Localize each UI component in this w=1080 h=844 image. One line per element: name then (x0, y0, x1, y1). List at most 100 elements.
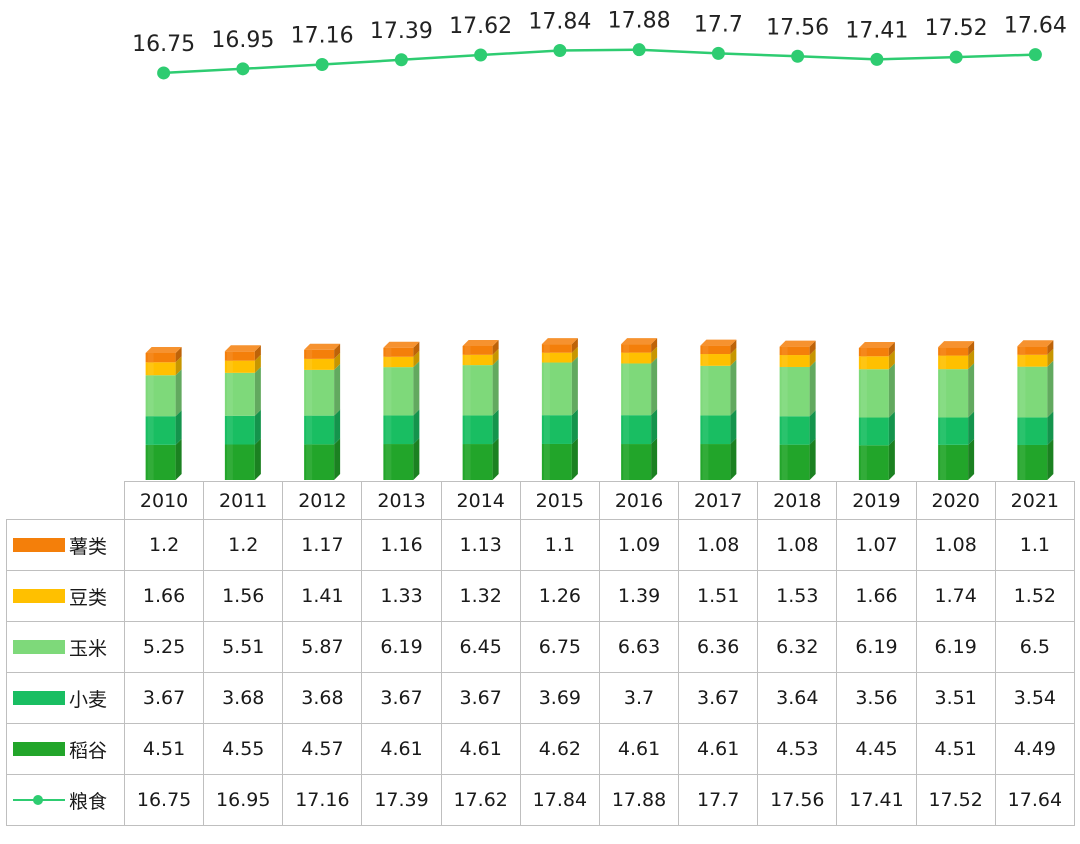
legend-label: 小麦 (69, 688, 108, 711)
bar-segment (541, 409, 578, 444)
year-header: 2019 (836, 481, 917, 520)
bar-segment (700, 438, 737, 480)
table-cell: 6.5 (994, 621, 1076, 673)
table-cell: 4.61 (678, 723, 759, 775)
line-point (394, 53, 408, 67)
table-cell: 1.66 (123, 570, 205, 622)
year-header: 2013 (361, 481, 442, 520)
line-point (315, 58, 329, 72)
bar-segment (858, 411, 895, 446)
bar-stack-2016 (621, 338, 658, 480)
table-cell: 17.41 (836, 774, 917, 826)
bar-segment (304, 438, 341, 480)
bar-segment (145, 356, 182, 376)
bar-segment (1017, 340, 1054, 355)
bar-segment (779, 349, 816, 367)
bar-segment (304, 409, 341, 445)
table-corner-cell (6, 481, 125, 520)
bar-segment (462, 359, 499, 416)
table-cell: 4.53 (757, 723, 838, 775)
bar-stack-2018 (779, 340, 816, 480)
legend-cell: 粮食 (6, 774, 125, 826)
legend-swatch (13, 691, 65, 705)
table-cell: 6.45 (440, 621, 521, 673)
line-point (949, 50, 963, 64)
table-cell: 17.64 (994, 774, 1076, 826)
table-cell: 6.63 (598, 621, 680, 673)
table-cell: 5.87 (282, 621, 363, 673)
bar-segment (541, 356, 578, 416)
table-cell: 4.61 (598, 723, 680, 775)
legend-swatch (13, 589, 65, 603)
line-series-粮食 (163, 48, 1036, 75)
bar-segment (621, 357, 658, 416)
line-point (791, 49, 805, 63)
table-cell: 6.32 (757, 621, 838, 673)
table-header-row: 2010 2011 2012 2013 2014 2015 2016 2017 2018 2019… (6, 481, 1076, 520)
table-cell: 3.67 (123, 672, 205, 724)
legend-swatch (13, 538, 65, 552)
legend-cell: 豆类 (6, 570, 125, 622)
table-cell: 16.95 (203, 774, 284, 826)
bar-segment (858, 363, 895, 418)
table-cell: 1.33 (361, 570, 442, 622)
legend-label: 粮食 (69, 790, 108, 813)
legend-label: 稻谷 (69, 739, 108, 762)
stacked-bar-line-chart: 16.75 16.95 17.16 17.39 17.62 17.84 17.88 17.7 1… (132, 9, 1067, 480)
table-cell: 1.08 (757, 519, 838, 571)
table-cell: 4.55 (203, 723, 284, 775)
year-header: 2011 (203, 481, 284, 520)
bar-segment (858, 350, 895, 370)
bar-segment (1017, 411, 1054, 445)
table-cell: 1.32 (440, 570, 521, 622)
legend-label: 豆类 (69, 586, 108, 609)
bar-segment (938, 411, 975, 445)
year-header: 2021 (994, 481, 1076, 520)
table-cell: 17.84 (519, 774, 600, 826)
legend-cell: 稻谷 (6, 723, 125, 775)
bar-stack-2010 (145, 346, 182, 480)
bar-segment (938, 349, 975, 370)
bar-segment (858, 439, 895, 480)
table-row: 薯类 1.2 1.2 1.17 1.16 1.13 1.1 1.09 1.08 1.08 1.07 1… (6, 519, 1076, 571)
year-header: 2014 (440, 481, 521, 520)
bar-segment (145, 369, 182, 417)
bar-segment (145, 438, 182, 480)
table-cell: 17.39 (361, 774, 442, 826)
line-data-label: 17.7 (694, 12, 743, 37)
bar-stack-2019 (858, 341, 895, 480)
table-cell: 3.68 (282, 672, 363, 724)
line-data-label: 17.41 (845, 18, 908, 43)
bar-stack-2017 (700, 339, 737, 480)
bar-segment (779, 410, 816, 445)
bar-stack-2021 (1017, 340, 1054, 480)
table-cell: 1.51 (678, 570, 759, 622)
table-cell: 1.39 (598, 570, 680, 622)
legend-cell: 薯类 (6, 519, 125, 571)
bar-segment (304, 363, 341, 416)
bar-segment (858, 341, 895, 357)
table-cell: 4.45 (836, 723, 917, 775)
bar-segment (938, 438, 975, 480)
bar-segment (541, 437, 578, 480)
line-point (157, 66, 171, 80)
table-cell: 6.19 (836, 621, 917, 673)
bar-segment (541, 338, 578, 353)
table-cell: 1.09 (598, 519, 680, 571)
table-cell: 6.36 (678, 621, 759, 673)
bar-segment (304, 352, 341, 370)
table-cell: 3.67 (678, 672, 759, 724)
line-data-label: 17.16 (291, 24, 354, 49)
table-cell: 3.67 (440, 672, 521, 724)
table-cell: 3.69 (519, 672, 600, 724)
bar-segment (700, 339, 737, 355)
table-cell: 3.68 (203, 672, 284, 724)
year-header: 2012 (282, 481, 363, 520)
bar-segment (700, 409, 737, 445)
bar-segment (938, 363, 975, 418)
table-cell: 3.54 (994, 672, 1076, 724)
year-header: 2017 (678, 481, 759, 520)
table-cell: 17.62 (440, 774, 521, 826)
line-data-label: 17.64 (1004, 14, 1067, 39)
table-cell: 1.26 (519, 570, 600, 622)
